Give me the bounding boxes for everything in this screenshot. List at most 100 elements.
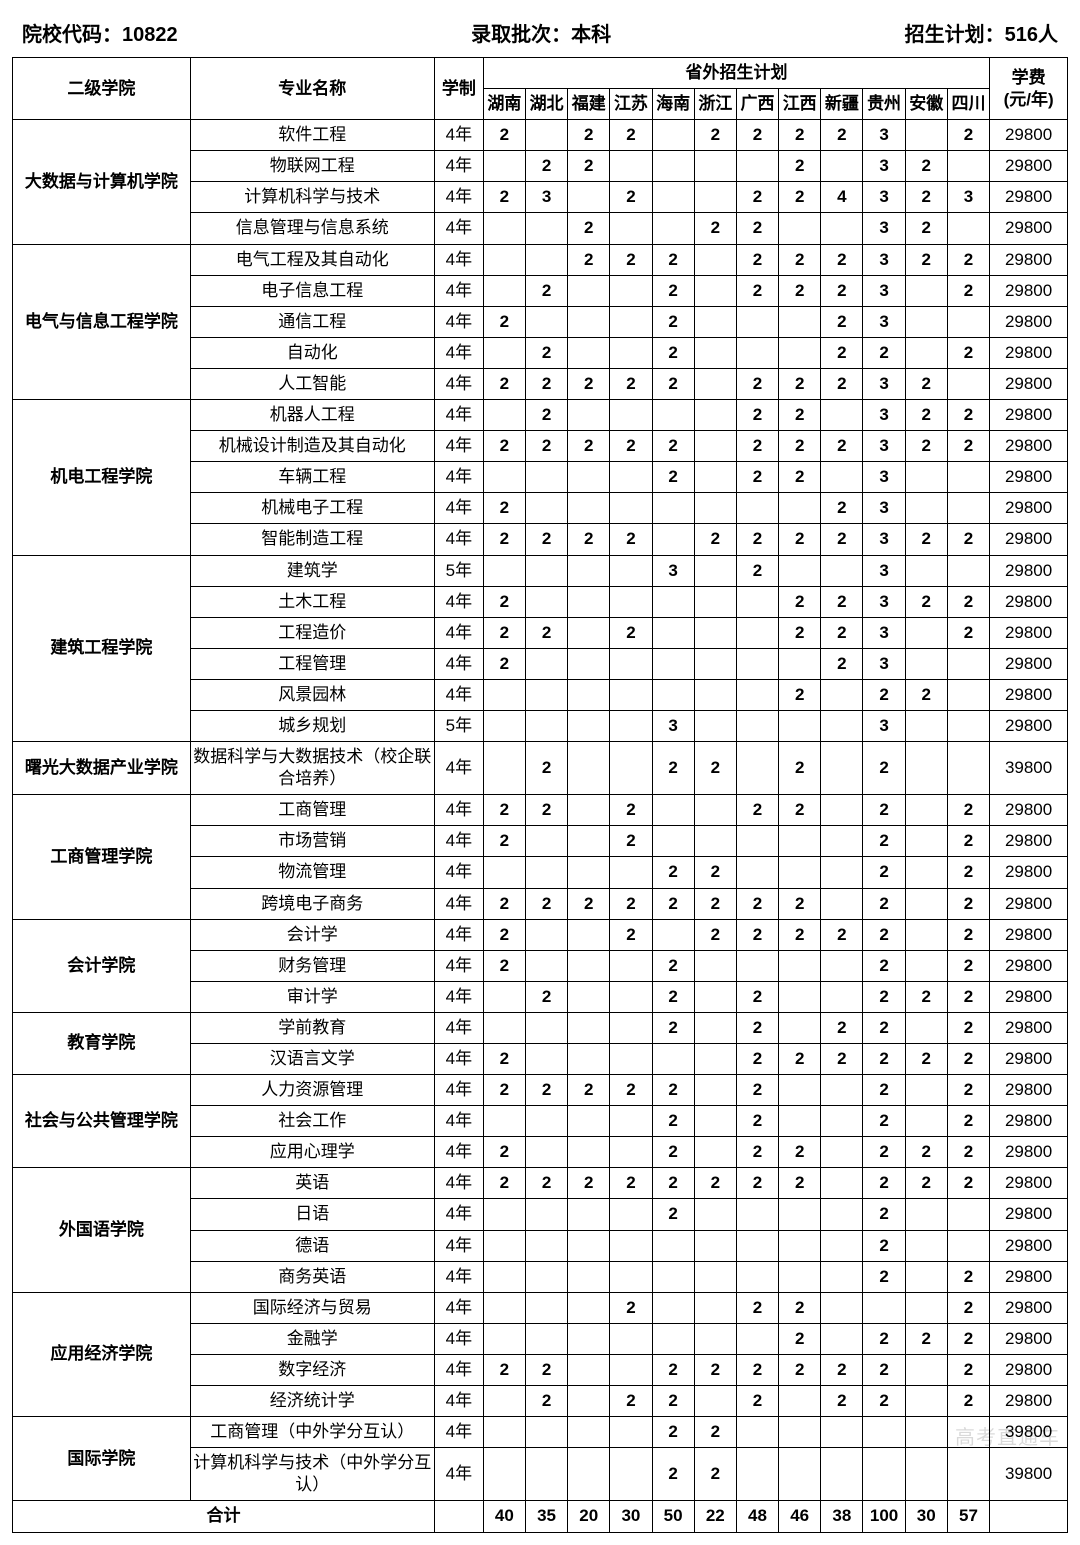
value-cell: 2 bbox=[525, 151, 567, 182]
value-cell bbox=[483, 1417, 525, 1448]
value-cell bbox=[779, 981, 821, 1012]
col-province: 浙江 bbox=[694, 89, 736, 120]
college-cell: 社会与公共管理学院 bbox=[13, 1075, 191, 1168]
value-cell: 2 bbox=[905, 1044, 947, 1075]
value-cell bbox=[652, 1230, 694, 1261]
value-cell bbox=[525, 648, 567, 679]
value-cell: 2 bbox=[905, 981, 947, 1012]
value-cell: 2 bbox=[525, 888, 567, 919]
value-cell bbox=[821, 1199, 863, 1230]
duration-cell: 4年 bbox=[434, 981, 483, 1012]
fee-cell: 29800 bbox=[990, 710, 1068, 741]
value-cell: 2 bbox=[779, 617, 821, 648]
value-cell bbox=[483, 1292, 525, 1323]
value-cell: 2 bbox=[821, 617, 863, 648]
value-cell: 2 bbox=[779, 679, 821, 710]
value-cell bbox=[525, 586, 567, 617]
value-cell: 2 bbox=[736, 1292, 778, 1323]
value-cell: 2 bbox=[610, 1168, 652, 1199]
major-cell: 计算机科学与技术（中外学分互认） bbox=[190, 1448, 434, 1501]
total-value: 40 bbox=[483, 1501, 525, 1532]
fee-cell: 29800 bbox=[990, 182, 1068, 213]
duration-cell: 4年 bbox=[434, 1261, 483, 1292]
value-cell bbox=[694, 1261, 736, 1292]
value-cell bbox=[947, 213, 989, 244]
value-cell bbox=[483, 857, 525, 888]
value-cell: 2 bbox=[779, 795, 821, 826]
major-cell: 通信工程 bbox=[190, 306, 434, 337]
value-cell: 2 bbox=[652, 306, 694, 337]
col-major: 专业名称 bbox=[190, 58, 434, 120]
value-cell bbox=[905, 1075, 947, 1106]
value-cell: 2 bbox=[779, 524, 821, 555]
duration-cell: 4年 bbox=[434, 888, 483, 919]
fee-cell: 29800 bbox=[990, 826, 1068, 857]
value-cell: 2 bbox=[821, 586, 863, 617]
value-cell bbox=[947, 151, 989, 182]
value-cell: 2 bbox=[821, 1012, 863, 1043]
value-cell bbox=[610, 462, 652, 493]
value-cell bbox=[694, 648, 736, 679]
value-cell bbox=[863, 1417, 905, 1448]
value-cell: 2 bbox=[947, 400, 989, 431]
total-value: 22 bbox=[694, 1501, 736, 1532]
value-cell bbox=[736, 151, 778, 182]
value-cell bbox=[568, 826, 610, 857]
value-cell: 2 bbox=[947, 1137, 989, 1168]
value-cell: 2 bbox=[483, 120, 525, 151]
value-cell: 2 bbox=[779, 1168, 821, 1199]
value-cell: 2 bbox=[863, 919, 905, 950]
value-cell: 2 bbox=[736, 120, 778, 151]
value-cell bbox=[652, 826, 694, 857]
value-cell bbox=[652, 795, 694, 826]
value-cell: 2 bbox=[779, 1044, 821, 1075]
value-cell bbox=[652, 1044, 694, 1075]
fee-cell: 29800 bbox=[990, 1386, 1068, 1417]
value-cell: 2 bbox=[694, 1448, 736, 1501]
major-cell: 跨境电子商务 bbox=[190, 888, 434, 919]
value-cell: 2 bbox=[736, 1386, 778, 1417]
value-cell: 2 bbox=[779, 182, 821, 213]
value-cell: 2 bbox=[821, 1354, 863, 1385]
duration-cell: 4年 bbox=[434, 1323, 483, 1354]
value-cell: 2 bbox=[525, 1168, 567, 1199]
value-cell: 2 bbox=[610, 1292, 652, 1323]
value-cell: 3 bbox=[863, 431, 905, 462]
value-cell bbox=[736, 1230, 778, 1261]
value-cell bbox=[905, 306, 947, 337]
value-cell bbox=[610, 555, 652, 586]
value-cell: 2 bbox=[694, 857, 736, 888]
value-cell: 2 bbox=[863, 1044, 905, 1075]
value-cell bbox=[483, 981, 525, 1012]
value-cell bbox=[694, 306, 736, 337]
school-code: 院校代码：10822 bbox=[22, 18, 178, 47]
value-cell bbox=[610, 1044, 652, 1075]
col-province: 海南 bbox=[652, 89, 694, 120]
header: 院校代码：10822 录取批次：本科 招生计划：516人 bbox=[12, 12, 1068, 57]
fee-cell: 29800 bbox=[990, 337, 1068, 368]
duration-cell: 4年 bbox=[434, 1417, 483, 1448]
value-cell bbox=[821, 1168, 863, 1199]
value-cell bbox=[905, 857, 947, 888]
value-cell: 2 bbox=[568, 524, 610, 555]
value-cell bbox=[525, 919, 567, 950]
value-cell: 3 bbox=[863, 617, 905, 648]
duration-cell: 4年 bbox=[434, 919, 483, 950]
value-cell: 2 bbox=[525, 524, 567, 555]
value-cell bbox=[694, 244, 736, 275]
value-cell bbox=[779, 950, 821, 981]
value-cell: 2 bbox=[483, 919, 525, 950]
value-cell bbox=[568, 1292, 610, 1323]
fee-cell: 29800 bbox=[990, 950, 1068, 981]
value-cell: 2 bbox=[736, 1012, 778, 1043]
table-row: 社会与公共管理学院人力资源管理4年2222222229800 bbox=[13, 1075, 1068, 1106]
value-cell: 2 bbox=[483, 524, 525, 555]
value-cell bbox=[694, 400, 736, 431]
value-cell bbox=[694, 151, 736, 182]
value-cell bbox=[779, 710, 821, 741]
col-duration: 学制 bbox=[434, 58, 483, 120]
value-cell bbox=[736, 586, 778, 617]
value-cell: 2 bbox=[863, 1230, 905, 1261]
value-cell bbox=[652, 617, 694, 648]
value-cell bbox=[779, 648, 821, 679]
